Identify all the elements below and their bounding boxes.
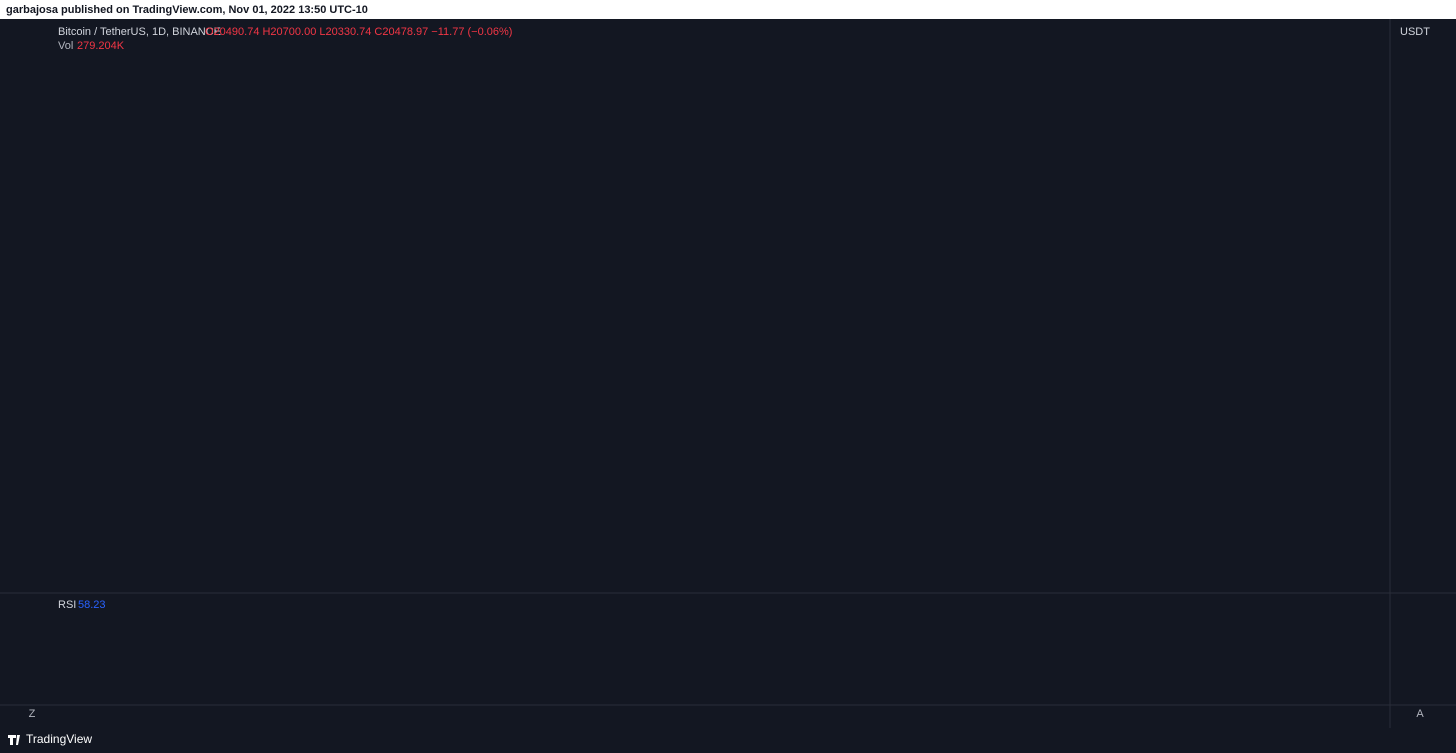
ohlc-legend: O20490.74 H20700.00 L20330.74 C20478.97 … <box>205 26 512 38</box>
symbol-legend: Bitcoin / TetherUS, 1D, BINANCE <box>58 26 221 38</box>
auto-button[interactable]: A <box>1416 708 1424 720</box>
brand-logo <box>8 735 20 745</box>
volume-value: 279.204K <box>77 40 125 52</box>
volume-name: Vol <box>58 40 73 52</box>
rsi-value: 58.23 <box>78 599 106 611</box>
zoom-button[interactable]: Z <box>29 708 36 720</box>
footer-brand: TradingView <box>26 732 92 746</box>
currency-label: USDT <box>1400 26 1430 38</box>
header-bar <box>0 0 1456 19</box>
rsi-name: RSI <box>58 599 76 611</box>
published-note: garbajosa published on TradingView.com, … <box>6 4 368 16</box>
footer-bar <box>0 728 1456 753</box>
